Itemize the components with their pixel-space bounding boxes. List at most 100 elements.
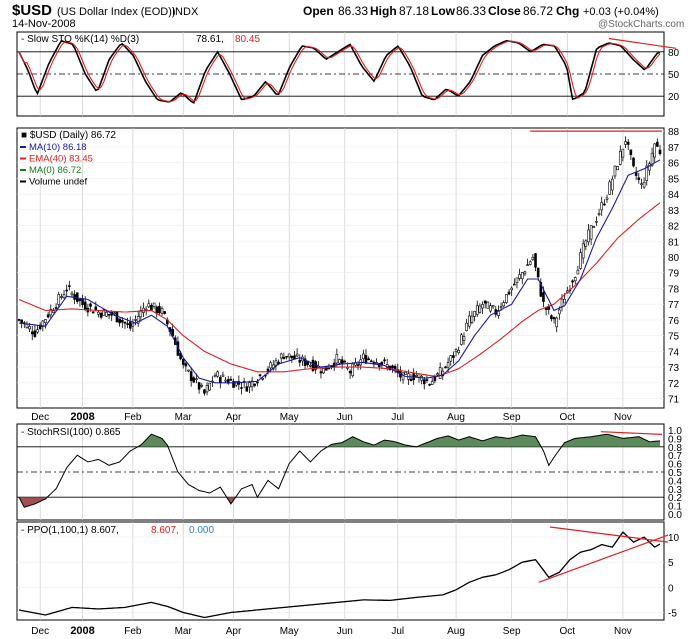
candle-body bbox=[531, 256, 535, 260]
candle-body bbox=[216, 371, 219, 377]
candle-body bbox=[187, 369, 190, 372]
price-y-tick: 83 bbox=[668, 206, 680, 217]
ppo-y-tick: 10 bbox=[668, 533, 680, 544]
candle-body bbox=[147, 303, 151, 308]
close-value: 86.72 bbox=[523, 4, 553, 18]
stochrsi-y-tick: 1.0 bbox=[668, 426, 682, 437]
candle-body bbox=[57, 294, 61, 305]
candle-body bbox=[563, 298, 566, 304]
candle-body bbox=[475, 305, 479, 315]
candle-body bbox=[205, 385, 209, 393]
candle-body bbox=[589, 225, 593, 240]
open-label: Open bbox=[303, 4, 334, 18]
candle-body bbox=[597, 213, 601, 215]
candle-body bbox=[142, 307, 145, 313]
stochrsi-y-tick: 0.8 bbox=[668, 443, 682, 454]
candle-body bbox=[81, 298, 84, 305]
x-tick-label-bottom: 2008 bbox=[70, 625, 94, 637]
high-value: 87.18 bbox=[399, 4, 429, 18]
candle-body bbox=[573, 277, 577, 282]
candle-body bbox=[60, 296, 63, 298]
x-tick-label-bottom: Dec bbox=[31, 626, 49, 637]
candle-body bbox=[446, 362, 450, 368]
candle-body bbox=[89, 303, 92, 307]
ppo-panel: 10 5 0 -5 - PPO(1,100,1) 8.607, 8.607, 0.000 bbox=[16, 521, 680, 621]
candle-body bbox=[163, 311, 166, 314]
candle-body bbox=[499, 306, 503, 309]
candle-body bbox=[364, 355, 368, 364]
candle-body bbox=[131, 323, 135, 327]
candle-body bbox=[653, 143, 657, 158]
sto-d-value: 80.45 bbox=[235, 34, 260, 45]
candle-body bbox=[624, 141, 627, 145]
slow-sto-panel: 80 50 20 - Slow STO %K(14) %D(3) 78.61, 80.45 bbox=[16, 31, 680, 117]
candle-body bbox=[351, 363, 355, 377]
x-tick-label-bottom: Nov bbox=[614, 626, 632, 637]
candle-body bbox=[113, 312, 116, 315]
candle-body bbox=[160, 308, 164, 314]
candle-body bbox=[54, 307, 58, 309]
candle-body bbox=[592, 226, 596, 228]
candle-body bbox=[335, 353, 339, 364]
candle-body bbox=[579, 252, 582, 269]
candle-body bbox=[452, 355, 455, 358]
legend-entry: Volume undef bbox=[29, 177, 87, 188]
candle-body bbox=[457, 350, 460, 353]
candle-body bbox=[287, 353, 291, 358]
candle-body bbox=[422, 379, 426, 385]
candle-body bbox=[587, 229, 590, 243]
x-tick-label: Jul bbox=[391, 412, 404, 423]
sto-y-tick: 50 bbox=[668, 70, 680, 81]
low-value: 86.33 bbox=[456, 4, 486, 18]
price-title: ■ $USD (Daily) 86.72 bbox=[21, 130, 116, 141]
candle-body bbox=[483, 300, 487, 304]
candle-body bbox=[282, 357, 286, 360]
ppo-line bbox=[18, 531, 661, 619]
candle-body bbox=[645, 165, 649, 182]
x-tick-label: Mar bbox=[175, 412, 193, 423]
candle-body bbox=[505, 294, 508, 303]
price-y-tick: 74 bbox=[668, 347, 680, 358]
candle-body bbox=[404, 371, 408, 375]
candle-body bbox=[420, 375, 423, 381]
candle-body bbox=[83, 301, 87, 310]
candle-body bbox=[303, 358, 307, 367]
candle-body bbox=[626, 141, 630, 145]
stochrsi-y-tick: 0.2 bbox=[668, 493, 682, 504]
candle-body bbox=[115, 311, 119, 323]
candle-body bbox=[369, 360, 373, 363]
candle-body bbox=[650, 152, 654, 166]
candle-body bbox=[322, 368, 325, 374]
candle-body bbox=[497, 310, 500, 316]
candle-body bbox=[68, 285, 71, 287]
stochrsi-title: - StochRSI(100) 0.865 bbox=[21, 427, 121, 438]
candle-body bbox=[444, 366, 447, 369]
stochrsi-y-tick: 0.5 bbox=[668, 468, 682, 479]
candle-body bbox=[17, 319, 21, 321]
candle-body bbox=[75, 292, 79, 302]
candle-body bbox=[232, 381, 235, 388]
candle-body bbox=[438, 367, 442, 379]
low-label: Low bbox=[431, 4, 456, 18]
sto-k-value: 78.61, bbox=[196, 34, 224, 45]
candle-body bbox=[41, 320, 45, 327]
x-tick-label: Sep bbox=[503, 412, 521, 423]
candle-body bbox=[70, 292, 74, 296]
candle-body bbox=[155, 306, 159, 314]
candle-body bbox=[319, 371, 323, 374]
candle-body bbox=[97, 311, 100, 315]
candle-body bbox=[489, 305, 492, 312]
ema40-line bbox=[18, 202, 661, 378]
candle-body bbox=[25, 324, 29, 328]
candle-body bbox=[52, 310, 55, 313]
candle-body bbox=[158, 305, 161, 314]
x-tick-label-bottom: Apr bbox=[226, 626, 242, 637]
candle-body bbox=[478, 305, 482, 313]
candle-body bbox=[150, 304, 153, 311]
candle-body bbox=[134, 319, 137, 321]
ma10-line bbox=[18, 159, 661, 384]
x-tick-label-bottom: Mar bbox=[175, 626, 193, 637]
price-y-tick: 72 bbox=[668, 379, 680, 390]
candle-body bbox=[105, 311, 108, 317]
